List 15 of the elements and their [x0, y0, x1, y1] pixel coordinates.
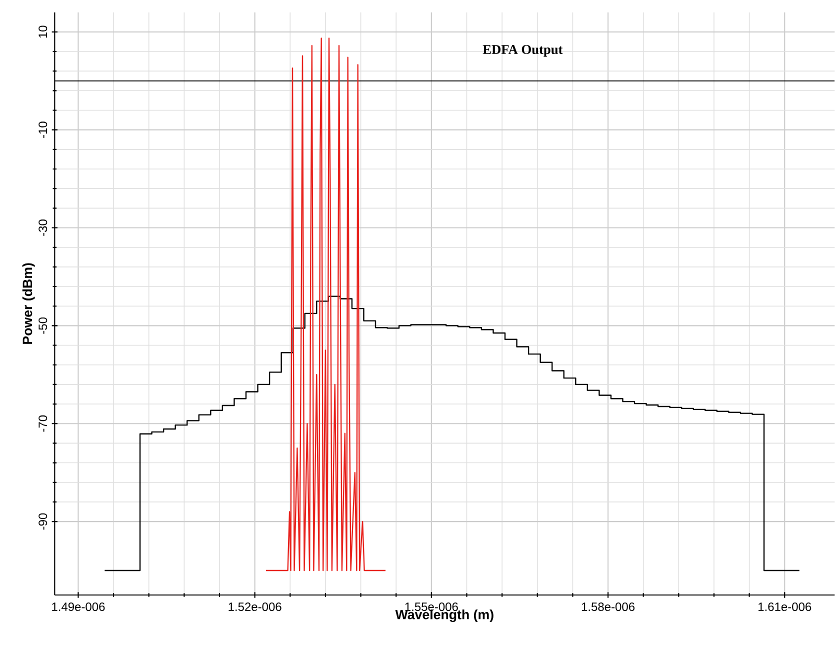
y-tick-label: -90	[38, 513, 48, 530]
x-tick-label: 1.52e-006	[228, 602, 282, 612]
y-axis-title: Power (dBm)	[22, 263, 35, 344]
text: EDFA Output	[482, 45, 563, 57]
x-axis-title: Wavelength (m)	[395, 610, 494, 622]
line-series	[265, 38, 386, 572]
x-tick-label: 1.58e-006	[582, 602, 635, 612]
y-tick-label: -10	[38, 122, 48, 138]
y-tick-label: 10	[38, 26, 48, 38]
x-tick-label: 1.49e-006	[52, 602, 105, 612]
x-tick-label: 1.55e-006	[405, 602, 458, 612]
y-tick-label: -70	[38, 415, 48, 432]
x-tick-label: 1.61e-006	[758, 602, 812, 612]
y-tick-label: -30	[38, 220, 48, 236]
y-tick-label: -50	[38, 317, 48, 334]
